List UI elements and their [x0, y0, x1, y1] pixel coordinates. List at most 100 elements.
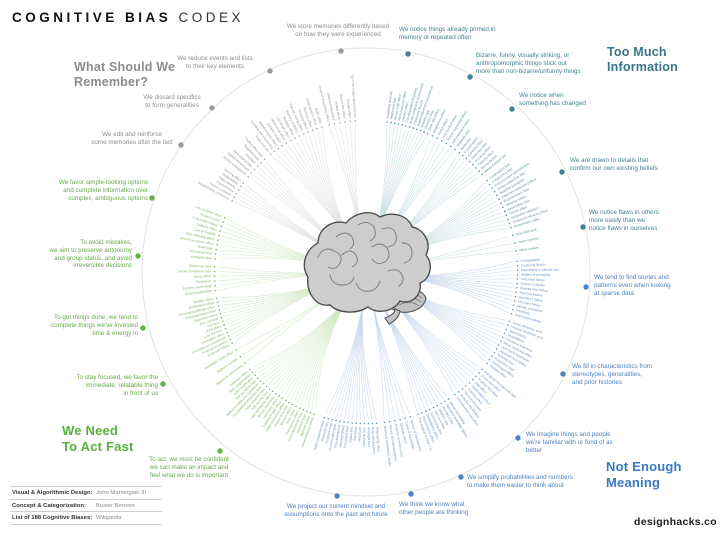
bias-label: Planning fallacy	[338, 425, 345, 448]
bias-dot	[436, 137, 438, 139]
bias-dot	[505, 214, 508, 216]
brain-fold	[371, 243, 390, 264]
bias-label: Primacy effect	[297, 109, 308, 129]
bias-dot	[447, 398, 450, 400]
annotation-callout: We reduce events and lists to their key e…	[166, 55, 264, 71]
annotation-callout: To act, we must be confident we can make …	[146, 456, 232, 479]
bias-label: Recency illusion	[519, 291, 543, 298]
bias-label: Anecdotal fallacy	[521, 277, 546, 282]
bias-dot	[344, 121, 346, 123]
brain-fold	[357, 222, 376, 242]
bias-dot	[468, 382, 471, 384]
bias-label: Anthropomorphism	[514, 313, 541, 324]
annotation-dot	[405, 51, 411, 57]
annotation-line: feel what we do is important	[149, 471, 229, 479]
bias-label: Moral luck	[357, 426, 362, 441]
poster-title-sub: CODEX	[178, 10, 245, 25]
bias-label: Masked man fallacy	[520, 286, 549, 293]
bias-branch	[324, 307, 363, 415]
annotation-dot	[559, 169, 565, 175]
bias-dot	[503, 332, 506, 335]
bias-dot	[512, 308, 514, 311]
annotation-line: and group status, and avoid	[54, 254, 132, 262]
annotation-line: we aim to preserve autonomy	[49, 246, 132, 254]
annotation-line: notice flaws in ourselves	[589, 224, 658, 232]
bias-dot	[295, 405, 297, 408]
bias-branch	[373, 307, 395, 418]
bias-dot	[320, 126, 323, 128]
bias-dot	[351, 422, 354, 424]
bias-dot	[495, 348, 498, 350]
bias-dot	[516, 278, 519, 280]
annotation-line: We imagine things and people	[526, 431, 611, 438]
annotation-callout: To stay focused, we favor the immediate, …	[72, 374, 158, 397]
bias-dot	[349, 120, 352, 123]
bias-dot	[214, 258, 216, 260]
bias-dot	[291, 403, 294, 406]
bias-label: Delmore effect	[196, 222, 217, 231]
annotation-line: to make them easier to think about	[467, 481, 564, 489]
annotation-line: We notice when	[519, 92, 564, 99]
bias-dot	[223, 324, 225, 326]
annotation-line: we can make an impact and	[149, 463, 229, 471]
bias-label: Absent-mindedness	[326, 92, 336, 121]
bias-dot	[423, 131, 425, 133]
bias-dot	[507, 324, 509, 327]
annotation-line: something has changed	[519, 99, 586, 107]
annotation-dot	[209, 105, 215, 111]
bias-dot	[216, 297, 218, 300]
credit-label: Visual & Algorithmic Design:	[12, 490, 93, 496]
bias-label: Social comparison bias	[178, 269, 211, 273]
heading-what-should-we-remember: What Should We Remember?	[74, 60, 176, 90]
bias-dot	[371, 422, 374, 425]
bias-label: Unit bias	[207, 320, 220, 328]
annotation-line: We think we know what	[399, 501, 465, 508]
bias-dot	[316, 127, 318, 130]
annotation-dot	[267, 68, 273, 74]
bias-dot	[461, 388, 464, 390]
bias-dot	[478, 170, 480, 172]
bias-label: Suffix effect	[314, 107, 323, 124]
designhacks-link[interactable]: designhacks.co	[634, 516, 717, 528]
bias-dot	[215, 248, 217, 251]
annotation-line: some memories after the fact	[91, 138, 173, 146]
bias-label: Pessimism bias	[343, 425, 350, 448]
bias-label: Law of Triviality	[194, 227, 217, 236]
bias-label: Pro-innovation bias	[328, 423, 337, 451]
bias-dot	[510, 313, 513, 315]
annotation-callout: We are drawn to details that confirm our …	[570, 157, 695, 173]
credit-row: Visual & Algorithmic Design: John Manoogi…	[10, 487, 162, 500]
brain-fold	[381, 227, 397, 248]
bias-label: Testing effect	[334, 101, 341, 120]
bias-dot	[465, 157, 468, 160]
credit-value: Buster Benson	[96, 502, 135, 509]
annotation-line: We tend to find stories and	[594, 274, 669, 281]
bias-label: Essentialism	[507, 333, 525, 344]
bias-label: IKEA effect	[205, 324, 221, 333]
bias-dot	[458, 151, 461, 154]
annotation-line: We project our current mindset and	[286, 503, 386, 510]
brain-fold	[387, 269, 404, 287]
bias-dot	[220, 225, 223, 228]
poster-title-main: COGNITIVE BIAS	[12, 10, 172, 25]
bias-dot	[386, 121, 388, 123]
bias-label: Backfire effect	[193, 297, 214, 304]
bias-dot	[213, 275, 216, 278]
bias-dot	[516, 273, 519, 276]
bias-dot	[302, 133, 305, 135]
bias-dot	[488, 183, 491, 186]
bias-dot	[239, 355, 242, 358]
annotation-line: anthropomorphic things stick out	[476, 59, 567, 67]
bias-dot	[383, 421, 386, 424]
bias-dot	[462, 154, 464, 157]
bias-label: Egocentric bias	[299, 415, 311, 437]
bias-dot	[516, 282, 518, 285]
bias-dot	[493, 190, 496, 193]
brain-illustration	[303, 212, 431, 325]
bias-dot	[257, 165, 259, 167]
bias-dot	[505, 328, 508, 331]
bias-label: Naive cynicism	[518, 236, 540, 244]
bias-label: Neglect of probability	[521, 273, 551, 278]
bias-dot	[253, 168, 256, 171]
